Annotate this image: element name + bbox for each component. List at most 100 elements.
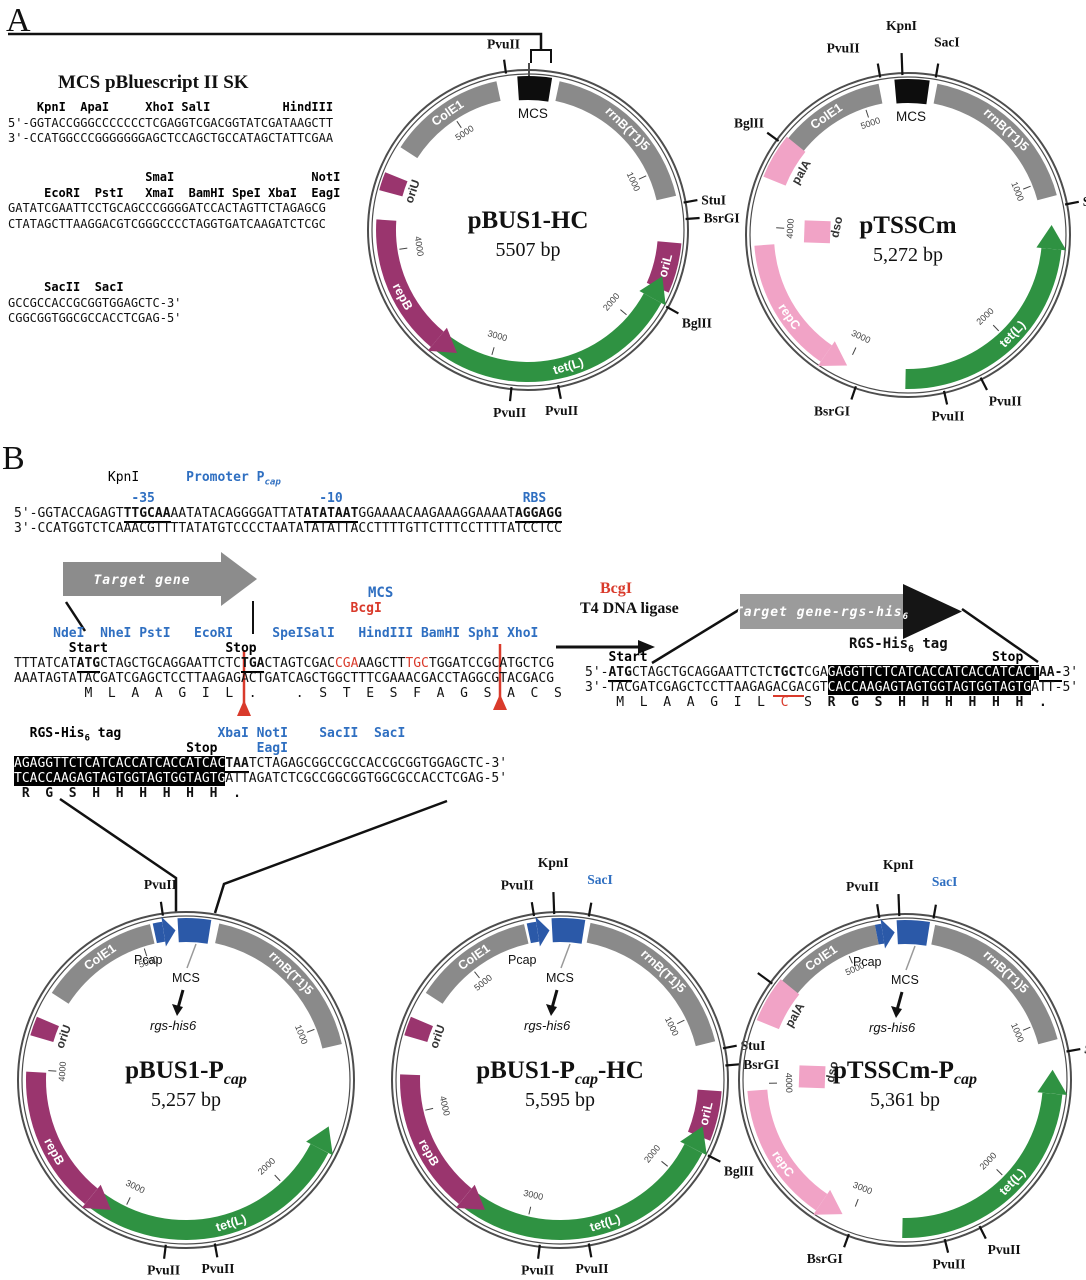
- bp-tick-label: 2000: [642, 1143, 662, 1165]
- feature-rrnB(T1)5: [555, 81, 677, 201]
- bp-tick-label: 3000: [486, 328, 508, 343]
- site-label-PvuII: PvuII: [989, 394, 1022, 409]
- bcgi-enzyme-label: BcgI: [600, 580, 632, 598]
- text-segment: EcoRI: [194, 626, 234, 641]
- text-segment: TGGATCCGCATGCTCG: [428, 656, 555, 671]
- site-tick-StuI: [1066, 1048, 1081, 1053]
- text-segment: 5'-: [585, 665, 609, 680]
- pcap-inner-label: Pcap: [134, 953, 163, 967]
- plasmid-backbone-inner: [371, 73, 685, 387]
- site-label-PvuII: PvuII: [846, 879, 879, 894]
- connector-line: [961, 607, 1039, 664]
- plasmid-name: pBUS1-HC: [468, 207, 589, 234]
- text-segment: SacII: [44, 280, 81, 294]
- panel-b-label: B: [2, 440, 25, 478]
- mcs-inner-label: MCS: [172, 971, 200, 985]
- feature-arrowhead-tet(L): [680, 1126, 707, 1156]
- site-tick-PvuII: [530, 902, 536, 917]
- sequence-line: M L A A G I L C S R G S H H H H H H .: [585, 695, 1078, 710]
- text-segment: GAGGTTCTCATCACCATCACCATCACT: [827, 665, 1039, 680]
- text-segment: SpeI: [231, 185, 261, 200]
- feature-arrowhead-tet(L): [639, 276, 666, 306]
- site-label-BglII: BglII: [734, 115, 764, 130]
- text-segment: C: [780, 695, 789, 710]
- feature-oriU: [30, 1016, 59, 1042]
- plasmid-name: pBUS1-Pcap: [125, 1057, 247, 1088]
- feature-MCS: [896, 919, 930, 946]
- bp-tick-label: 3000: [851, 1180, 873, 1197]
- sequence-line: TCACCAAGAGTAGTGGTAGTGGTAGTGATTAGATCTCGCC…: [14, 771, 507, 786]
- text-segment: M L A A G I L . . S T E S F A G S A C S: [14, 686, 562, 701]
- bp-tick-label: 5000: [859, 115, 881, 131]
- connector-line: [64, 601, 87, 632]
- text-segment: NdeI: [53, 626, 85, 641]
- bp-tick: [620, 309, 627, 316]
- rgs-his6-tag-block: RGS-His6 tag XbaI NotI SacII SacI Stop EagI AGA…: [14, 726, 507, 801]
- text-segment: CTAGCTGCAGGAATTCTC: [100, 656, 241, 671]
- text-segment: NotI: [256, 726, 288, 741]
- text-segment: GGAAAACAAGAAAGGAAAAT: [358, 506, 515, 521]
- site-tick-PvuII: [213, 1243, 219, 1258]
- feature-MCS: [177, 917, 212, 944]
- connector-line: [8, 32, 543, 50]
- text-segment: MCS pBluescript II SK: [58, 72, 249, 93]
- mcs-pointer-line: [905, 945, 916, 971]
- feature-tet(L): [905, 248, 1062, 390]
- feature-MCS: [894, 78, 930, 105]
- feature-MCS: [517, 76, 553, 102]
- text-segment: 5'-GGTACCAGAGT: [14, 506, 124, 521]
- sequence-line: NdeI NheI PstI EcoRI SpeISalI HindIII BamHI Sph…: [14, 626, 562, 641]
- feature-tet(L): [902, 1092, 1063, 1239]
- feature-tet(L): [89, 1143, 329, 1241]
- text-segment: EagI: [311, 185, 341, 200]
- text-segment: TAA: [225, 756, 249, 773]
- text-segment: XhoI: [507, 626, 539, 641]
- feature-label-MCS: MCS: [518, 106, 548, 121]
- text-segment: SalI: [181, 100, 211, 114]
- plasmid-backbone-outer: [367, 69, 689, 391]
- site-label-BsrGI: BsrGI: [704, 211, 740, 226]
- plasmid-backbone-inner: [395, 915, 725, 1245]
- sequence-line: CGGCGGTGGCGCCACCTCGAG-5': [8, 311, 181, 327]
- bp-tick: [865, 109, 869, 118]
- bp-tick-label: 1000: [1009, 1021, 1026, 1043]
- site-tick-KpnI: [900, 53, 904, 76]
- feature-ColE1: [51, 924, 155, 1004]
- text-segment: AATATACAGGGGATTAT: [170, 506, 304, 521]
- feature-oriU: [379, 172, 408, 197]
- feature-ColE1: [425, 924, 529, 1004]
- plasmid-backbone-inner: [742, 917, 1068, 1243]
- mcs-pointer-line: [186, 943, 197, 969]
- sequence-line: Start Stop: [14, 641, 562, 656]
- site-label-PvuII: PvuII: [147, 1263, 180, 1278]
- site-label-BsrGI: BsrGI: [743, 1057, 779, 1072]
- sequence-line: EcoRI PstI XmaI BamHI SpeI XbaI EagI: [8, 185, 340, 202]
- connector-line: [651, 606, 743, 665]
- feature-tet(L): [463, 1143, 703, 1241]
- feature-dso: [798, 1065, 826, 1089]
- bp-tick: [854, 1198, 859, 1207]
- text-segment: AGGAGG: [514, 506, 562, 523]
- plasmid-backbone-inner: [749, 76, 1067, 394]
- site-tick-PvuII: [978, 1225, 987, 1240]
- mcs-inner-label: MCS: [891, 973, 919, 987]
- bp-tick: [143, 948, 148, 957]
- bp-tick: [996, 1169, 1003, 1176]
- text-segment: RGS-His6 tag: [29, 726, 122, 744]
- site-tick-BglII: [707, 1154, 721, 1163]
- promoter-pcap-block: KpnI Promoter Pcap -35 -10 RBS 5'-GGTACCAGAGT…: [14, 470, 562, 536]
- site-tick-PvuII: [508, 386, 513, 402]
- text-segment: BamHI: [420, 626, 461, 641]
- plasmid-name: pBUS1-Pcap-HC: [476, 1057, 644, 1088]
- rgs-his6-inner-label: rgs-his6: [524, 1018, 571, 1033]
- feature-ColE1: [400, 81, 501, 159]
- feature-rrnB(T1)5: [933, 83, 1057, 201]
- sequence-line: Start Stop: [585, 650, 1078, 665]
- text-segment: Start: [68, 641, 108, 656]
- feature-label-rrnB(T1)5: rrnB(T1)5: [638, 947, 688, 996]
- text-segment: CGT: [804, 680, 828, 695]
- bp-tick: [1022, 1026, 1031, 1031]
- text-segment: ATTAGATCTCGCCGGCGGTGGCGCCACCTCGAG-5': [225, 771, 508, 786]
- text-segment: PstI: [94, 185, 124, 200]
